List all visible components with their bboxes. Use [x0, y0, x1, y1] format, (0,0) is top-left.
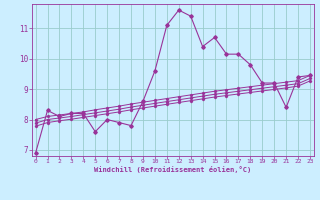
X-axis label: Windchill (Refroidissement éolien,°C): Windchill (Refroidissement éolien,°C): [94, 166, 252, 173]
